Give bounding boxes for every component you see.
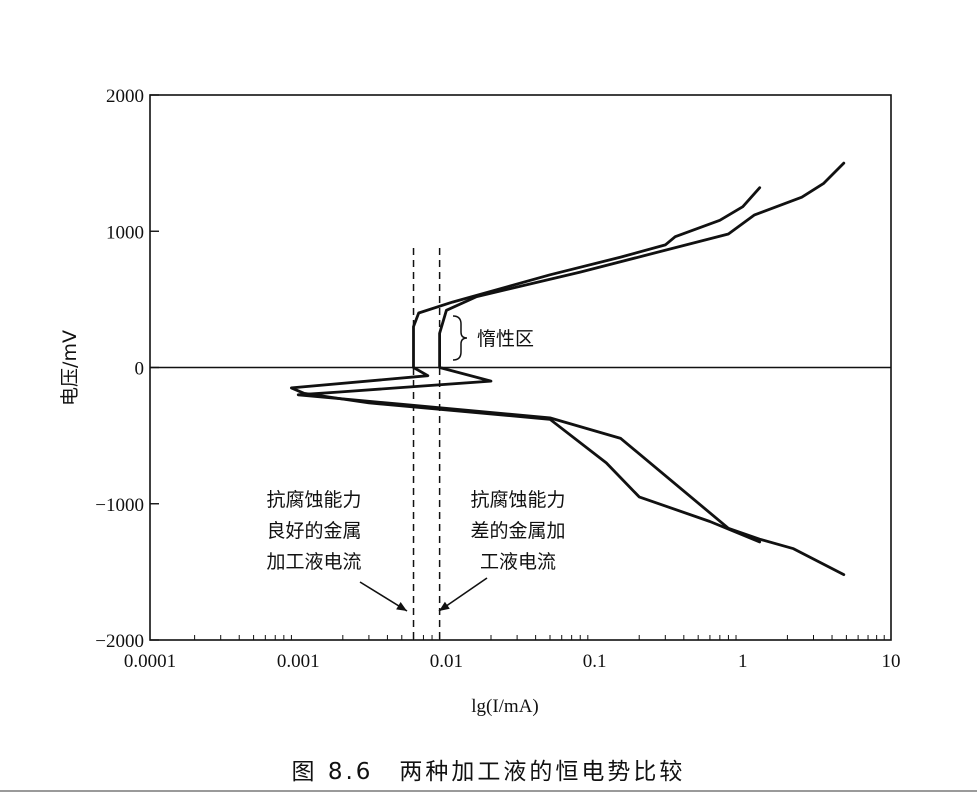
figure-caption: 图 8.6 两种加工液的恒电势比较	[291, 759, 686, 785]
label-line: 加工液电流	[266, 551, 361, 573]
passive-zone-label: 惰性区	[477, 328, 534, 350]
brace-icon	[452, 315, 468, 361]
arrowhead-icon	[439, 601, 450, 611]
arrowhead-icon	[396, 602, 407, 611]
x-tick-label: 10	[882, 651, 901, 672]
label-line: 良好的金属	[266, 520, 361, 542]
y-tick-label: 1000	[106, 222, 144, 243]
x-tick-label: 0.0001	[124, 651, 176, 672]
x-tick-label: 0.001	[277, 651, 320, 672]
x-tick-label: 1	[738, 651, 748, 672]
poor-fluid-label: 抗腐蚀能力差的金属加工液电流	[470, 489, 565, 573]
x-tick-label: 0.1	[583, 651, 607, 672]
y-tick-label: 0	[135, 359, 145, 380]
label-line: 工液电流	[480, 551, 556, 573]
x-axis-title: lg(I/mA)	[471, 696, 539, 717]
label-line: 抗腐蚀能力	[266, 489, 361, 511]
series-line-1	[290, 186, 762, 544]
label-line: 差的金属加	[470, 520, 565, 542]
data-series	[290, 161, 846, 576]
label-line: 抗腐蚀能力	[470, 489, 565, 511]
y-tick-label: −2000	[95, 631, 144, 652]
y-tick-label: −1000	[95, 495, 144, 516]
x-tick-label: 0.01	[430, 651, 463, 672]
page-divider	[0, 790, 977, 792]
series-line-2	[296, 161, 846, 576]
reference-lines	[150, 248, 891, 640]
y-axis-title: 电压/mV	[59, 330, 81, 406]
y-tick-label: 2000	[106, 86, 144, 107]
good-fluid-label: 抗腐蚀能力良好的金属加工液电流	[266, 489, 361, 573]
